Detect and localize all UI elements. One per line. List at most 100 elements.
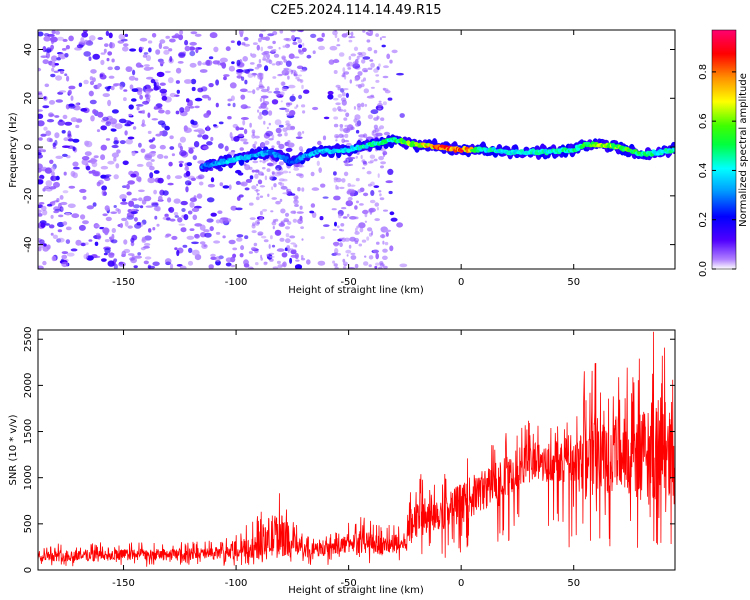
spectral-blob (212, 60, 220, 65)
spectral-blob (145, 205, 153, 208)
spectral-blob (164, 70, 171, 74)
spectral-blob (124, 33, 129, 38)
spectral-blob (352, 63, 361, 69)
spectral-blob (343, 171, 349, 177)
spectral-blob (378, 190, 382, 193)
spectral-blob (194, 33, 202, 37)
spectral-blob (150, 78, 156, 84)
spectral-blob (362, 209, 369, 215)
spectral-blob (322, 196, 329, 199)
spectral-blob (188, 46, 196, 51)
spectral-blob (53, 210, 59, 214)
spectral-blob (260, 46, 264, 52)
spectral-blob (380, 117, 385, 121)
spectral-blob (42, 209, 48, 216)
spectral-blob (264, 36, 270, 41)
spectral-blob (295, 259, 300, 262)
spectral-blob (279, 198, 283, 202)
spectral-blob (355, 177, 360, 182)
bottom-y-tick-label: 500 (23, 514, 34, 533)
spectral-blob (111, 144, 119, 149)
spectral-blob (362, 30, 366, 33)
spectral-blob (252, 42, 258, 45)
spectral-blob (280, 221, 284, 226)
spectral-blob (134, 223, 142, 229)
spectral-blob (61, 261, 69, 268)
spectral-blob (381, 36, 387, 38)
spectral-blob (256, 63, 262, 68)
spectral-blob (106, 87, 110, 92)
spectral-blob (291, 35, 296, 41)
spectral-blob (177, 217, 183, 223)
spectral-blob (380, 165, 384, 169)
spectral-blob (191, 207, 200, 212)
spectral-blob (353, 237, 360, 243)
spectral-blob (43, 96, 47, 100)
spectral-blob (45, 130, 52, 136)
spectral-blob (66, 75, 70, 82)
spectral-blob (360, 154, 363, 160)
spectral-blob (343, 139, 350, 143)
spectral-blob (341, 178, 346, 183)
spectral-blob (278, 161, 284, 166)
spectral-blob (239, 88, 248, 93)
spectral-blob (253, 242, 258, 247)
spectral-blob (223, 76, 227, 81)
spectral-blob (293, 72, 296, 76)
spectral-blob (256, 221, 260, 225)
spectral-blob (136, 163, 144, 167)
spectral-blob (200, 86, 208, 92)
spectral-blob (217, 210, 223, 214)
spectral-blob (179, 30, 184, 35)
spectral-blob (255, 188, 259, 193)
spectral-blob (263, 120, 266, 125)
spectral-blob (341, 92, 346, 97)
spectral-blob (38, 67, 42, 72)
spectral-blob (383, 229, 392, 233)
spectral-blob (190, 177, 196, 181)
spectral-blob (70, 117, 78, 123)
spectral-blob (125, 138, 133, 145)
ridge-point (213, 163, 218, 166)
spectral-blob (232, 247, 238, 251)
spectral-blob (272, 266, 279, 269)
spectral-blob (153, 86, 159, 91)
spectral-blob (130, 121, 134, 125)
spectral-blob (159, 61, 165, 65)
spectral-blob (72, 166, 80, 170)
bottom-x-tick-label: -100 (225, 578, 248, 589)
spectral-blob (227, 116, 232, 120)
spectral-blob (129, 257, 136, 261)
spectral-blob (143, 260, 149, 265)
spectral-blob (258, 59, 262, 64)
spectral-blob (224, 145, 229, 152)
spectral-blob (341, 207, 347, 210)
spectral-blob (50, 214, 54, 219)
spectral-blob (355, 155, 358, 159)
spectral-blob (310, 203, 316, 208)
spectral-blob (379, 193, 382, 197)
spectral-blob (42, 188, 46, 192)
spectral-blob (82, 220, 89, 225)
bottom-axes-frame (37, 329, 676, 571)
spectral-blob (60, 201, 68, 206)
spectral-blob (340, 229, 345, 232)
spectral-blob (383, 88, 389, 92)
spectral-blob (276, 140, 281, 145)
spectral-blob (257, 233, 263, 236)
spectral-blob (343, 71, 350, 75)
spectral-blob (119, 222, 123, 229)
spectral-blob (287, 247, 291, 252)
spectral-blob (81, 32, 89, 38)
spectral-blob (128, 104, 134, 110)
spectral-blob (200, 232, 206, 238)
spectral-blob (323, 224, 330, 228)
spectral-blob (356, 55, 360, 60)
spectral-blob (367, 227, 373, 232)
spectral-blob (274, 119, 282, 126)
spectral-blob (57, 120, 66, 126)
spectral-blob (377, 107, 382, 110)
spectral-blob (180, 200, 188, 206)
spectral-cloud (38, 30, 408, 269)
spectral-blob (192, 214, 198, 221)
